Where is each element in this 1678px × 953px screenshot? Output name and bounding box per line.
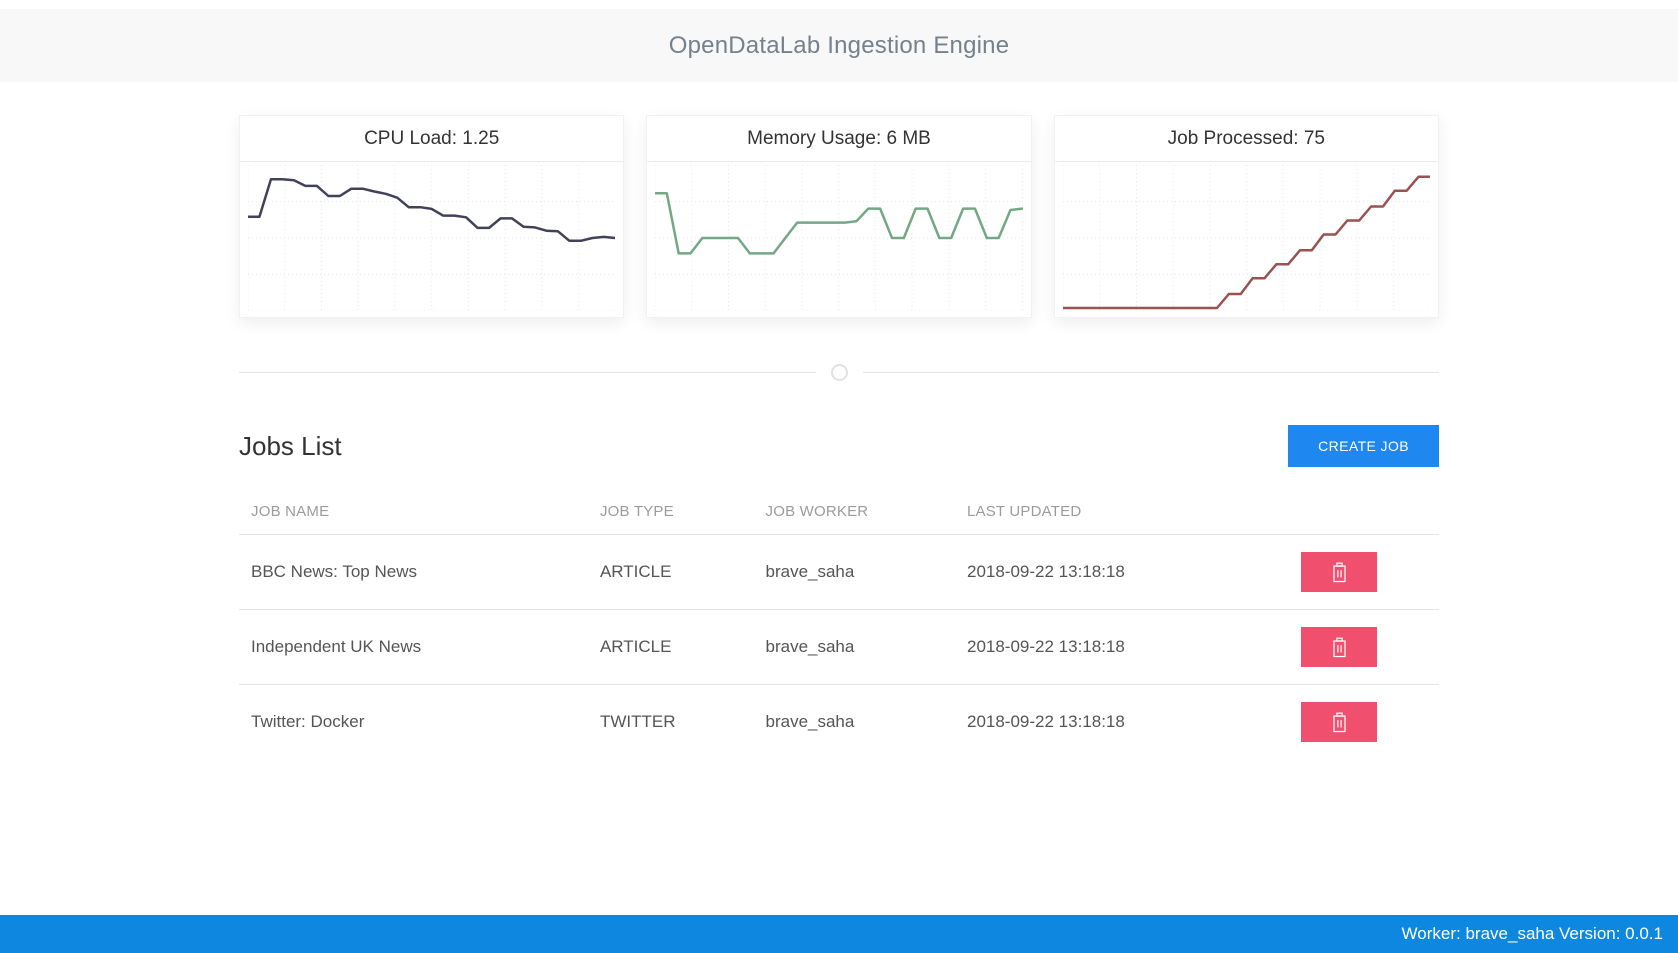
column-header-last-updated: LAST UPDATED — [954, 489, 1289, 535]
section-divider — [239, 364, 1439, 381]
memory-usage-title: Memory Usage: 6 MB — [647, 116, 1031, 162]
charts-row: CPU Load: 1.25 Memory Usage: 6 MB Job Pr… — [239, 115, 1439, 318]
job-name-cell: Twitter: Docker — [251, 712, 365, 731]
delete-job-button[interactable] — [1301, 627, 1377, 667]
main-content: CPU Load: 1.25 Memory Usage: 6 MB Job Pr… — [0, 82, 1678, 915]
last-updated-cell: 2018-09-22 13:18:18 — [966, 562, 1125, 581]
column-header-job-type: JOB TYPE — [587, 489, 754, 535]
jobs-section: Jobs List CREATE JOB JOB NAME JOB TYPE J… — [239, 425, 1439, 759]
job-worker-cell: brave_saha — [765, 562, 855, 581]
table-row: Twitter: Docker TWITTER brave_saha 2018-… — [239, 685, 1439, 760]
cpu-load-card: CPU Load: 1.25 — [239, 115, 625, 318]
column-header-job-worker: JOB WORKER — [753, 489, 955, 535]
job-actions-cell — [1289, 535, 1439, 610]
job-type-cell: TWITTER — [599, 712, 676, 731]
job-worker-cell: brave_saha — [765, 637, 855, 656]
memory-usage-card: Memory Usage: 6 MB — [646, 115, 1032, 318]
job-name-cell: Independent UK News — [251, 637, 422, 656]
delete-job-button[interactable] — [1301, 552, 1377, 592]
column-header-actions — [1289, 489, 1439, 535]
cpu-load-title: CPU Load: 1.25 — [240, 116, 624, 162]
divider-circle-icon — [830, 364, 848, 381]
cpu-load-chart — [248, 165, 615, 311]
last-updated-cell: 2018-09-22 13:18:18 — [966, 712, 1125, 731]
job-name-cell: BBC News: Top News — [251, 562, 417, 581]
job-type-cell: ARTICLE — [599, 562, 672, 581]
table-header-row: JOB NAME JOB TYPE JOB WORKER LAST UPDATE… — [239, 489, 1439, 535]
page-title: OpenDataLab Ingestion Engine — [668, 31, 1010, 59]
last-updated-cell: 2018-09-22 13:18:18 — [966, 637, 1125, 656]
table-row: BBC News: Top News ARTICLE brave_saha 20… — [239, 535, 1439, 610]
job-type-cell: ARTICLE — [599, 637, 672, 656]
memory-usage-chart — [655, 165, 1022, 311]
job-processed-title: Job Processed: 75 — [1054, 116, 1438, 162]
delete-job-button[interactable] — [1301, 702, 1377, 742]
jobs-table: JOB NAME JOB TYPE JOB WORKER LAST UPDATE… — [239, 489, 1439, 759]
create-job-button[interactable]: CREATE JOB — [1288, 425, 1439, 467]
job-actions-cell — [1289, 610, 1439, 685]
trash-icon — [1332, 712, 1346, 732]
column-header-job-name: JOB NAME — [239, 489, 588, 535]
worker-version-text: Worker: brave_saha Version: 0.0.1 — [1401, 924, 1663, 943]
job-processed-card: Job Processed: 75 — [1053, 115, 1439, 318]
job-processed-chart — [1063, 165, 1430, 311]
job-worker-cell: brave_saha — [765, 712, 855, 731]
table-row: Independent UK News ARTICLE brave_saha 2… — [239, 610, 1439, 685]
jobs-list-heading: Jobs List — [239, 430, 342, 461]
trash-icon — [1332, 637, 1346, 657]
job-actions-cell — [1289, 685, 1439, 760]
trash-icon — [1332, 562, 1346, 582]
app-header: OpenDataLab Ingestion Engine — [0, 9, 1678, 82]
app-footer: Worker: brave_saha Version: 0.0.1 — [0, 915, 1678, 953]
